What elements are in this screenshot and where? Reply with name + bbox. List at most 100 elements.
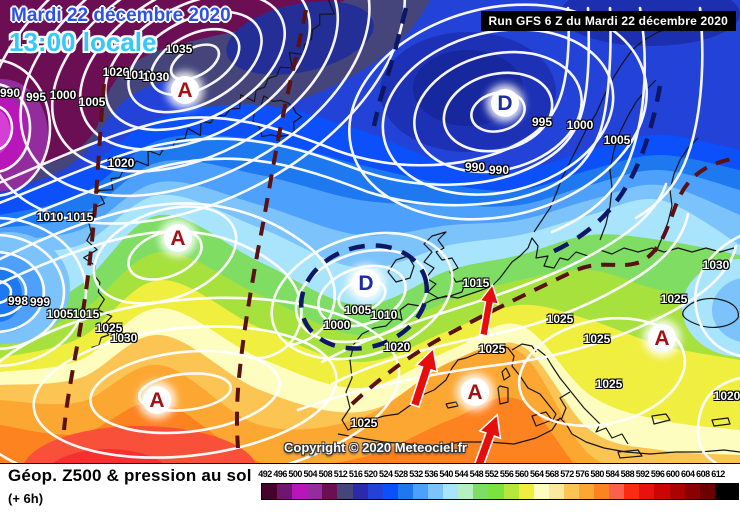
isobar-label: 990: [488, 163, 510, 177]
pressure-center-A: A: [461, 378, 489, 406]
isobar-label: 990: [464, 160, 486, 174]
legend-value: 528: [394, 469, 408, 479]
trough-lines: [62, 7, 739, 449]
map-area: Mardi 22 décembre 2020 13:00 locale Run …: [0, 0, 740, 463]
legend-cell: [669, 484, 685, 499]
legend-value: 520: [363, 469, 378, 479]
legend-value: 572: [560, 469, 574, 479]
legend-cell: [578, 484, 595, 499]
trough-navy-line: [551, 85, 663, 255]
legend-cell: [639, 484, 655, 499]
legend-value: 556: [499, 469, 514, 479]
legend-cell: [533, 484, 549, 499]
isobar-label: 1030: [142, 70, 170, 84]
legend-cell: [609, 484, 625, 499]
isobar-label: 1010: [124, 68, 152, 82]
isobar-label: 1010: [370, 308, 398, 322]
isobar-label: 995: [531, 115, 553, 129]
legend-cell: [352, 484, 368, 499]
legend-footer: Géop. Z500 & pression au sol (+ 6h) 492 4…: [0, 463, 740, 512]
legend-cell: [397, 484, 413, 499]
legend-cell: [488, 484, 504, 499]
pressure-center-A: A: [171, 76, 199, 104]
legend-cell: [262, 484, 278, 499]
legend-cell: [458, 484, 474, 499]
isobar-label: 1025: [660, 292, 688, 306]
isobar-label: 1025: [95, 321, 123, 335]
legend-value: 548: [469, 469, 484, 479]
legend-cell: [443, 484, 459, 499]
legend-cell: [277, 484, 293, 499]
legend-value: 500: [288, 469, 302, 479]
map-subtitle: (+ 6h): [8, 491, 44, 506]
legend-cell: [684, 484, 700, 499]
legend-color-bar: [261, 483, 739, 500]
pressure-center-D: D: [352, 269, 380, 297]
isobar-label: 1015: [72, 307, 100, 321]
copyright-label: Copyright © 2020 Meteociel.fr: [284, 440, 467, 455]
isobar-label: 1035: [165, 42, 193, 56]
wind-arrows: [409, 283, 502, 463]
isobar-label: 1020: [102, 65, 130, 79]
legend-cell: [428, 484, 444, 499]
trough-maroon-line: [234, 9, 308, 449]
isobar-label: 1020: [107, 156, 135, 170]
cold-core-field: [0, 0, 740, 191]
legend-value: 608: [696, 469, 710, 479]
legend-cell: [322, 484, 338, 499]
legend-value: 492: [258, 469, 272, 479]
legend-value: 592: [635, 469, 650, 479]
isobar-label: 990: [0, 86, 21, 100]
wind-arrow: [471, 413, 502, 463]
legend-value: 580: [590, 469, 604, 479]
isobar-label: 1000: [49, 88, 77, 102]
isobar-label: 1025: [546, 312, 574, 326]
legend-value: 544: [454, 469, 469, 479]
isobar-label: 1030: [702, 258, 730, 272]
legend-value: 576: [575, 469, 589, 479]
isobar-label: 1025: [350, 416, 378, 430]
legend-cell: [594, 484, 610, 499]
isobar-label: 1005: [78, 95, 106, 109]
legend-cell: [714, 484, 738, 499]
legend-value: 604: [681, 469, 695, 479]
legend-scale: 492 496 500 504 508 512 516 520 524 528 532 536 540 5…: [258, 469, 739, 511]
legend-value: 584: [605, 469, 620, 479]
legend-cell: [563, 484, 579, 499]
map-title: Géop. Z500 & pression au sol: [8, 466, 252, 485]
isobar-label: 998: [7, 294, 29, 308]
legend-cell: [382, 484, 398, 499]
legend-value: 540: [439, 469, 453, 479]
isobar-label: 1005: [344, 303, 372, 317]
isobar-label: 999: [29, 295, 51, 309]
isobar-label: 1030: [110, 331, 138, 345]
legend-cell: [654, 484, 670, 499]
time-label: 13:00 locale: [9, 27, 157, 57]
run-info-box: Run GFS 6 Z du Mardi 22 décembre 2020: [480, 11, 736, 31]
isobar-label: 1020: [713, 389, 740, 403]
legend-cell: [518, 484, 534, 499]
wind-arrow: [478, 283, 500, 337]
isobar-label: 1000: [566, 118, 594, 132]
legend-value: 508: [318, 469, 333, 479]
isobar-label: 1015: [462, 276, 490, 290]
pressure-center-D: D: [491, 89, 519, 117]
legend-value: 596: [650, 469, 665, 479]
legend-value: 560: [514, 469, 529, 479]
legend-value: 524: [379, 469, 393, 479]
trough-maroon-line: [350, 156, 739, 406]
legend-value: 588: [620, 469, 635, 479]
legend-cell: [624, 484, 640, 499]
isobar-label: 1005: [46, 307, 74, 321]
legend-value: 504: [303, 469, 318, 479]
isobar-label: 1025: [583, 332, 611, 346]
isobar-label: 1025: [478, 342, 506, 356]
legend-value: 568: [545, 469, 559, 479]
legend-value: 564: [530, 469, 544, 479]
legend-value: 516: [348, 469, 363, 479]
pressure-center-A: A: [648, 324, 676, 352]
isobar-label: 1015: [66, 210, 94, 224]
wind-arrow: [409, 346, 439, 408]
isobar-label: 1020: [383, 340, 411, 354]
